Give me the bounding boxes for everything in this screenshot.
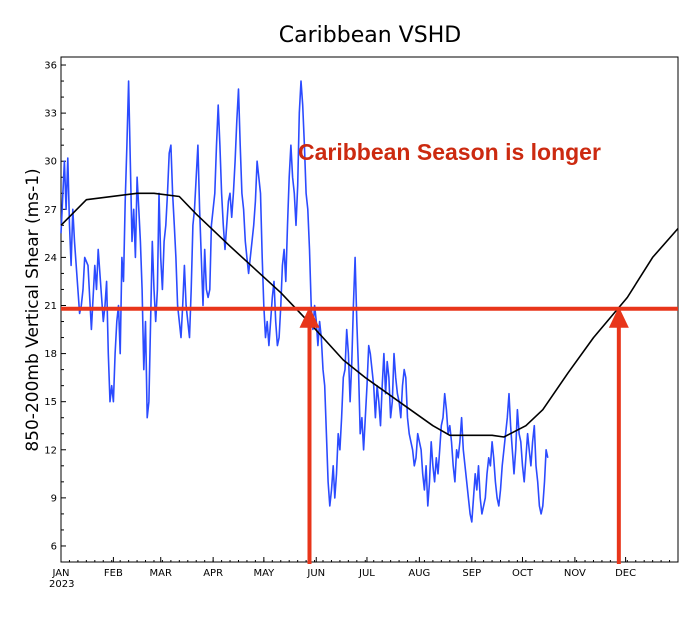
x-tick-label: JUN [306,568,325,579]
x-tick-label: NOV [564,568,586,579]
x-tick-label: FEB [104,568,123,579]
x-tick-label: JUL [358,568,375,579]
y-tick-label: 21 [44,301,57,312]
series-line-climatology [60,192,679,438]
y-tick-label: 15 [44,397,57,408]
x-tick-label: JAN [51,568,69,579]
annotation-layer [61,306,678,564]
arrow-head [608,306,629,328]
y-axis: 6 9 12 15 18 21 24 27 30 33 36 [44,61,66,552]
x-tick-label: OCT [512,568,534,579]
chart-title: Caribbean VSHD [279,23,461,48]
year-label: 2023 [49,579,74,590]
y-tick-label: 27 [44,205,57,216]
y-tick-label: 18 [44,349,57,360]
x-tick-label: APR [203,568,223,579]
y-tick-label: 12 [44,445,57,456]
y-tick-label: 6 [51,541,57,552]
x-tick-label: SEP [462,568,481,579]
y-axis-label: 850-200mb Vertical Shear (ms-1) [23,168,43,451]
y-tick-label: 30 [44,157,57,168]
series-layer [60,80,679,523]
x-tick-label: DEC [615,568,636,579]
x-tick-label: MAR [150,568,172,579]
annotation-text: Caribbean Season is longer [298,139,601,165]
y-tick-label: 36 [44,61,57,72]
x-tick-label: MAY [253,568,275,579]
x-tick-label: AUG [408,568,430,579]
series-line-daily [60,80,549,523]
x-axis: JAN FEB MAR APR MAY JUN JUL AUG SEP OCT NOV DEC [51,557,679,579]
arrow-head [299,306,320,328]
y-tick-label: 24 [44,253,57,264]
y-tick-label: 33 [44,109,57,120]
y-tick-label: 9 [51,493,57,504]
